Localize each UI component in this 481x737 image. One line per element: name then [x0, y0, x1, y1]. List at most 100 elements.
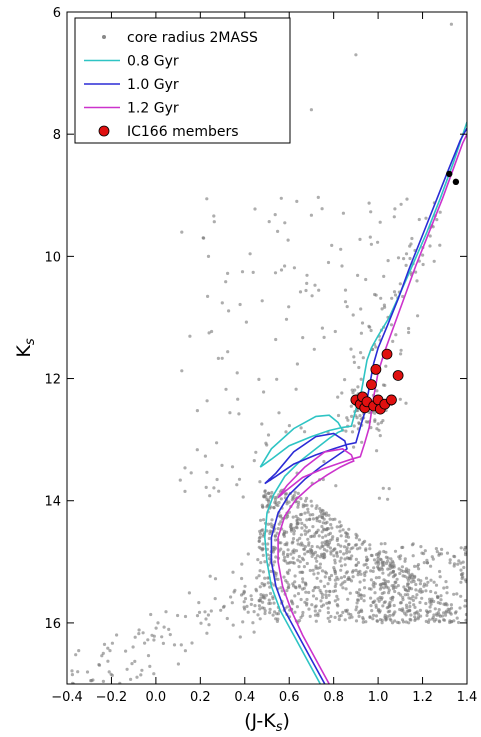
field-star-point: [308, 517, 312, 522]
field-star-point: [431, 615, 435, 620]
field-star-point: [356, 561, 360, 565]
field-star-point: [377, 599, 381, 603]
field-star-point: [420, 551, 424, 555]
field-star-point: [394, 585, 398, 590]
field-star-point: [213, 577, 218, 581]
field-star-point: [401, 294, 405, 299]
field-star-point: [350, 388, 354, 392]
field-star-point: [195, 614, 200, 618]
field-star-point: [391, 613, 395, 617]
field-star-point: [297, 565, 301, 569]
field-star-point: [270, 490, 274, 495]
field-star-point: [326, 582, 330, 586]
field-star-point: [325, 549, 329, 553]
field-star-point: [296, 542, 300, 546]
field-star-point: [276, 229, 280, 233]
field-star-point: [338, 525, 342, 529]
field-star-point: [345, 548, 349, 552]
field-star-point: [254, 587, 258, 591]
field-star-point: [462, 565, 466, 570]
field-star-point: [125, 667, 129, 671]
field-star-point: [355, 601, 359, 605]
field-star-point: [429, 578, 433, 582]
field-star-point: [258, 607, 262, 611]
field-star-point: [295, 518, 299, 522]
field-star-point: [383, 581, 387, 585]
field-star-point: [316, 585, 320, 590]
field-star-point: [369, 426, 373, 430]
field-star-point: [358, 414, 362, 418]
field-star-point: [324, 593, 328, 597]
field-star-point: [292, 266, 296, 270]
plot-frame: [66, 11, 468, 685]
field-star-point: [434, 547, 438, 551]
field-star-point: [266, 522, 270, 526]
field-star-point: [224, 387, 228, 391]
field-star-point: [292, 526, 296, 530]
field-star-point: [161, 641, 165, 646]
field-star-point: [356, 573, 360, 577]
field-star-point: [435, 594, 440, 599]
field-star-point: [146, 638, 150, 642]
field-star-point: [378, 220, 382, 224]
field-star-point: [333, 570, 337, 574]
field-star-point: [376, 240, 380, 244]
legend-marker-dot: [102, 35, 106, 39]
field-star-point: [306, 537, 310, 541]
field-star-point: [455, 592, 459, 596]
field-star-point: [212, 486, 216, 490]
field-star-point: [426, 580, 430, 584]
field-star-point: [312, 347, 316, 351]
field-star-point: [135, 675, 139, 679]
field-star-point: [261, 600, 265, 604]
field-star-point: [129, 677, 133, 682]
field-star-point: [261, 553, 265, 558]
field-star-point: [178, 478, 182, 482]
field-star-point: [349, 347, 353, 351]
field-star-point: [350, 570, 355, 574]
field-star-point: [392, 290, 397, 294]
field-star-point: [315, 516, 319, 520]
field-star-point: [417, 567, 421, 571]
field-star-point: [291, 556, 295, 560]
field-star-point: [338, 559, 342, 563]
field-star-point: [324, 513, 328, 517]
field-star-point: [210, 329, 214, 334]
field-star-point: [343, 288, 348, 292]
field-star-point: [432, 613, 436, 617]
field-star-point: [303, 581, 308, 585]
field-star-point: [438, 620, 442, 624]
field-star-point: [262, 518, 266, 522]
field-star-point: [263, 609, 267, 613]
field-star-point: [320, 508, 324, 512]
field-star-point: [299, 533, 303, 537]
field-star-point: [220, 463, 224, 467]
field-star-point: [172, 643, 177, 647]
field-star-point: [326, 260, 331, 265]
field-star-point: [207, 623, 211, 627]
field-star-point: [311, 525, 315, 529]
member-point: [381, 348, 393, 360]
field-star-point: [242, 589, 246, 593]
field-star-point: [292, 529, 296, 533]
field-star-point: [379, 296, 383, 300]
field-star-point: [367, 201, 371, 205]
field-star-point: [204, 485, 208, 489]
field-star-point: [148, 664, 152, 669]
field-star-point: [373, 582, 377, 586]
field-star-point: [268, 601, 272, 606]
field-star-point: [197, 610, 202, 615]
field-star-point: [400, 618, 405, 622]
field-star-point: [331, 517, 335, 522]
field-star-point: [293, 580, 297, 584]
field-star-point: [226, 350, 230, 354]
field-star-point: [325, 539, 329, 544]
field-star-point: [106, 659, 110, 663]
field-star-point: [316, 566, 320, 570]
members: [350, 348, 404, 415]
field-star-point: [331, 535, 335, 539]
field-star-point: [313, 585, 318, 589]
field-star-point: [386, 586, 390, 590]
field-star-point: [263, 560, 267, 564]
field-star-point: [307, 590, 311, 595]
